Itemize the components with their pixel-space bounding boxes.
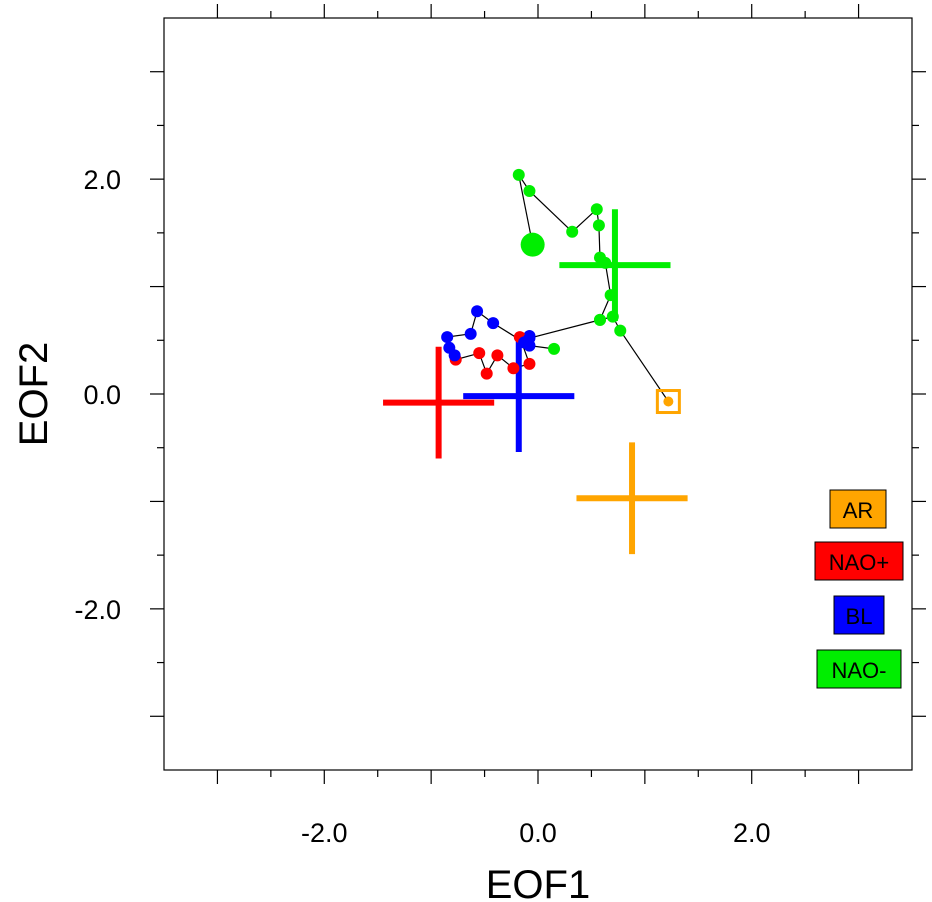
legend-label: BL [846,604,873,629]
trajectory-point [480,367,493,380]
legend-swatch [829,489,887,529]
trajectory-end-point [520,232,545,257]
x-axis-label: EOF1 [486,863,590,902]
trajectory-points [441,168,681,415]
y-tick-label: -2.0 [74,595,121,625]
trajectory-point [614,324,627,337]
trajectory-point [590,203,603,216]
y-tick-label: 0.0 [83,380,121,410]
trajectory-point [592,219,605,232]
legend-item-ar: AR [829,489,887,529]
trajectory-point [604,289,617,302]
trajectory-point [593,313,606,326]
centroid-nao-minus [559,209,671,321]
legend-item-nao-minusplus: NAO+ [814,541,904,581]
trajectory-point [548,342,561,355]
trajectory-point [507,362,520,375]
centroid-ar [576,442,688,555]
axis-ticks [150,4,926,784]
x-tick-label: 0.0 [519,818,557,848]
axis-tick-labels: -2.0 0.0 2.0 2.0 0.0 -2.0 [74,165,770,848]
centroid-bl [463,340,575,453]
regime-centroids [383,209,688,555]
x-tick-label: -2.0 [301,818,348,848]
x-tick-label: 2.0 [733,818,771,848]
trajectory-point [523,184,536,197]
trajectory-point [491,349,504,362]
trajectory-point [606,310,619,323]
legend: AR NAO+ BL NAO- [814,489,904,689]
legend-item-bl: BL [833,595,885,635]
trajectory-start-square [655,389,681,415]
legend-swatch [833,595,885,635]
trajectory-point [566,225,579,238]
legend-swatch [816,649,902,689]
trajectory-point [443,341,456,354]
trajectory-point [593,251,606,264]
trajectory-point [464,327,477,340]
trajectory-point [473,347,486,360]
centroid-nao-minusplus [383,346,495,459]
plot-frame [163,17,913,771]
y-axis-label: EOF2 [12,342,56,446]
trajectory-point [523,332,536,345]
y-tick-label: 2.0 [83,165,121,195]
trajectory-point [512,168,525,181]
trajectory-point [487,317,500,330]
trajectory-point [471,305,484,318]
legend-label: NAO+ [829,550,890,575]
legend-swatch [814,541,904,581]
trajectory [446,174,669,402]
trajectory-point [441,331,454,344]
trajectory-point [523,357,536,370]
legend-label: NAO- [832,658,887,683]
legend-label: AR [843,498,874,523]
trajectory-start-point [663,396,674,407]
legend-item-nao-minus: NAO- [816,649,902,689]
